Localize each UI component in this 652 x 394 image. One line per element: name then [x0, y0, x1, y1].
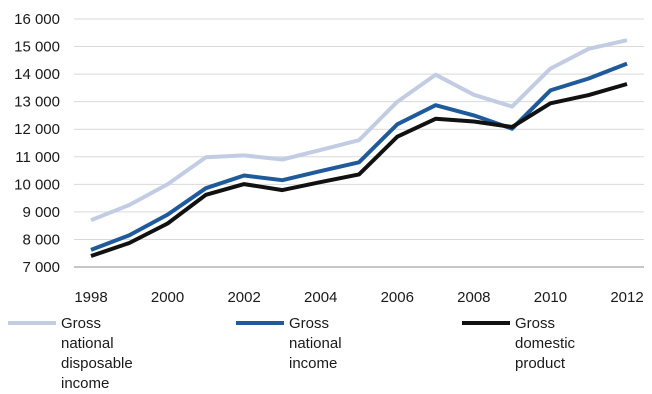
legend-swatch	[462, 321, 510, 325]
series-line-2	[90, 82, 628, 258]
legend: Gross national disposable income Gross n…	[0, 315, 652, 392]
x-tick-label: 2012	[610, 289, 643, 306]
line-chart: 7 000 8 000 9 000 10 000 11 000 12 000 13 000 1…	[14, 11, 644, 306]
x-tick-label: 2010	[534, 289, 567, 306]
legend-label: Gross domestic product	[515, 315, 576, 372]
legend-swatch	[236, 321, 284, 325]
y-tick-label: 7 000	[22, 259, 60, 276]
x-tick-label: 2002	[227, 289, 260, 306]
y-tick-label: 11 000	[15, 149, 60, 166]
y-tick-label: 16 000	[14, 11, 60, 28]
y-tick-label: 9 000	[22, 204, 60, 221]
legend-label: Gross national disposable income	[61, 315, 133, 392]
x-tick-label: 1998	[74, 289, 107, 306]
y-axis-tick-labels: 7 000 8 000 9 000 10 000 11 000 12 000 13 000 1…	[14, 11, 60, 276]
series-line-0	[90, 38, 628, 223]
y-tick-label: 10 000	[14, 176, 60, 193]
y-tick-label: 8 000	[22, 231, 60, 248]
y-tick-label: 12 000	[14, 121, 60, 138]
series-line-1	[90, 61, 628, 252]
legend-label: Gross national income	[289, 315, 342, 372]
y-tick-label: 13 000	[14, 94, 60, 111]
y-tick-label: 14 000	[14, 66, 60, 83]
x-tick-label: 2004	[304, 289, 337, 306]
x-tick-label: 2000	[151, 289, 184, 306]
series-lines	[90, 38, 628, 258]
x-tick-label: 2006	[381, 289, 414, 306]
y-tick-label: 15 000	[14, 39, 60, 56]
x-axis-tick-labels: 1998 2000 2002 2004 2006 2008 2010 2012	[74, 289, 643, 306]
legend-swatch	[8, 321, 56, 325]
x-tick-label: 2008	[457, 289, 490, 306]
